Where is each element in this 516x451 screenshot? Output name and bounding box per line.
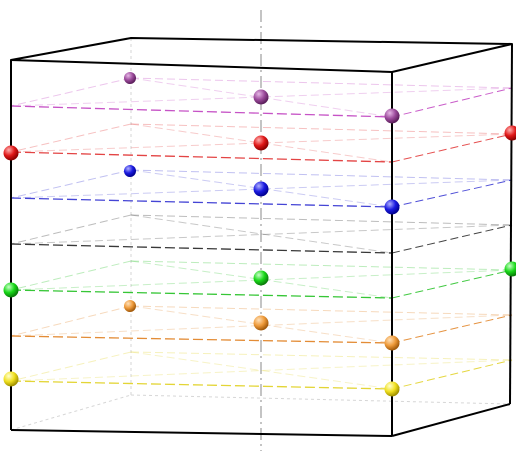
layer-diagonal <box>130 169 393 208</box>
layer-left-edge <box>10 169 132 199</box>
layer-right-edge <box>391 224 513 254</box>
sphere-orange <box>124 300 136 312</box>
sphere-yellow <box>384 381 400 397</box>
layer-plane-red <box>10 123 513 163</box>
layer-plane-yellow <box>10 351 513 390</box>
layer-diagonal <box>130 305 393 344</box>
layer-back-edge <box>130 123 513 135</box>
sphere-purple <box>384 108 400 124</box>
box-edges <box>10 37 513 437</box>
sphere-yellow <box>3 371 19 387</box>
layer-back-edge <box>130 260 513 271</box>
sphere-orange <box>384 335 400 351</box>
layer-right-edge <box>391 359 513 390</box>
sphere-orange <box>253 315 269 331</box>
layer-plane-orange <box>10 305 513 344</box>
layer-back-edge <box>130 169 513 181</box>
layer-back-edge <box>130 214 513 226</box>
layer-left-edge <box>10 305 132 337</box>
layer-plane-purple <box>10 77 513 118</box>
sphere-red <box>3 145 19 161</box>
layer-back-edge <box>130 351 513 361</box>
layer-left-edge <box>10 260 132 291</box>
layer-left-edge <box>10 351 132 382</box>
layer-plane-blue <box>10 169 513 208</box>
layer-left-edge <box>10 77 132 107</box>
sphere-blue <box>253 181 269 197</box>
sphere-purple <box>253 89 269 105</box>
layer-front-edge <box>10 151 393 163</box>
sphere-green <box>504 261 516 277</box>
layer-right-edge <box>391 269 513 299</box>
sphere-green <box>3 282 19 298</box>
layer-plane-black <box>10 214 513 254</box>
hidden-edges <box>10 38 511 431</box>
layer-back-edge <box>130 305 513 316</box>
layer-right-edge <box>391 133 513 163</box>
layer-front-edge <box>10 380 393 390</box>
layer-plane-green <box>10 260 513 299</box>
sphere-purple <box>124 72 136 84</box>
layer-front-edge <box>10 335 393 344</box>
layer-diagonal <box>130 260 393 299</box>
layer-front-edge <box>10 243 393 254</box>
layer-back-edge <box>130 77 513 89</box>
layer-left-edge <box>10 214 132 245</box>
layer-planes <box>10 77 513 390</box>
layer-right-edge <box>391 179 513 208</box>
layer-diagonal <box>130 123 393 163</box>
layer-right-edge <box>391 87 513 118</box>
layer-diagonal <box>130 351 393 390</box>
layer-right-edge <box>391 314 513 344</box>
sphere-red <box>504 125 516 141</box>
layer-diagonal <box>130 77 393 118</box>
sphere-red <box>253 135 269 151</box>
layer-front-edge <box>10 105 393 118</box>
layer-front-edge <box>10 197 393 208</box>
sphere-blue <box>124 165 136 177</box>
layer-front-edge <box>10 289 393 299</box>
layer-left-edge <box>10 123 132 153</box>
sphere-blue <box>384 199 400 215</box>
spheres <box>3 72 516 397</box>
layer-diagonal <box>130 214 393 254</box>
sphere-green <box>253 270 269 286</box>
